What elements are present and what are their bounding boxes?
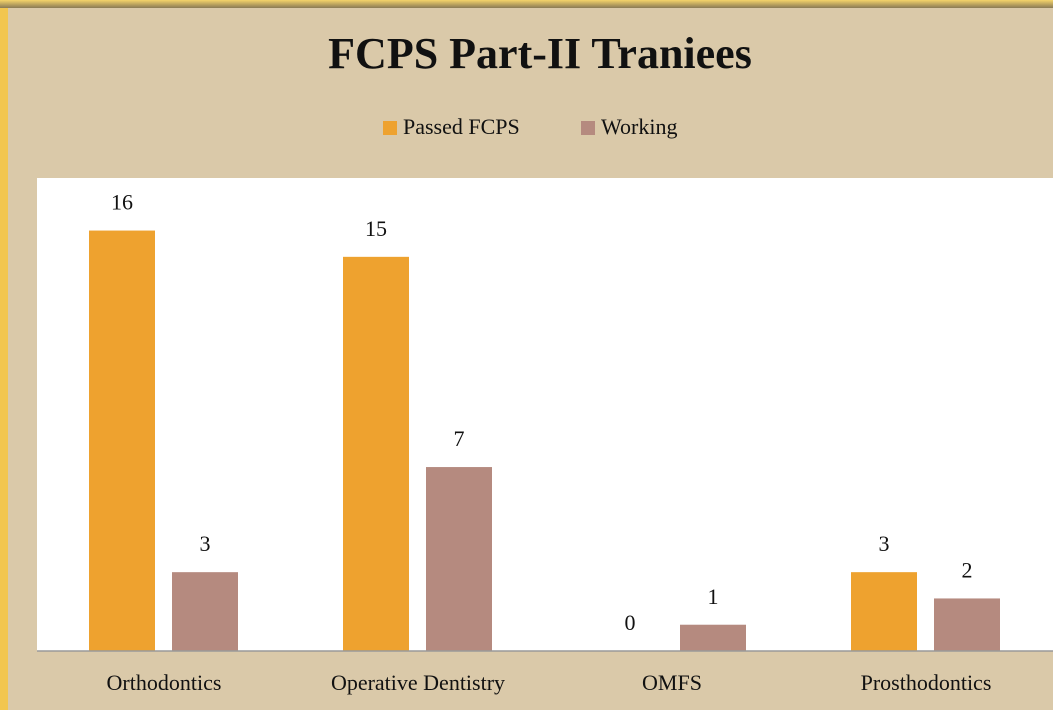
bar [343, 256, 409, 651]
value-label: 2 [962, 557, 973, 582]
value-label: 3 [879, 531, 890, 556]
legend-label: Passed FCPS [403, 114, 520, 139]
legend-label: Working [601, 114, 677, 139]
x-tick-label: OMFS [642, 670, 702, 695]
bar [934, 598, 1000, 651]
x-tick-label: Operative Dentistry [331, 670, 505, 695]
chart-title: FCPS Part-II Traniees [328, 29, 752, 78]
bar [680, 624, 746, 651]
x-tick-label: Orthodontics [107, 670, 222, 695]
x-tick-label: Prosthodontics [861, 670, 992, 695]
value-label: 3 [200, 531, 211, 556]
legend-swatch [383, 121, 397, 135]
value-label: 16 [111, 190, 133, 215]
bar [89, 230, 155, 652]
bar [426, 467, 492, 651]
bar [172, 572, 238, 651]
value-label: 15 [365, 216, 387, 241]
value-label: 1 [708, 584, 719, 609]
frame-top [0, 0, 1053, 8]
value-label: 0 [625, 610, 636, 635]
value-label: 7 [454, 426, 465, 451]
bar [851, 572, 917, 651]
legend-swatch [581, 121, 595, 135]
